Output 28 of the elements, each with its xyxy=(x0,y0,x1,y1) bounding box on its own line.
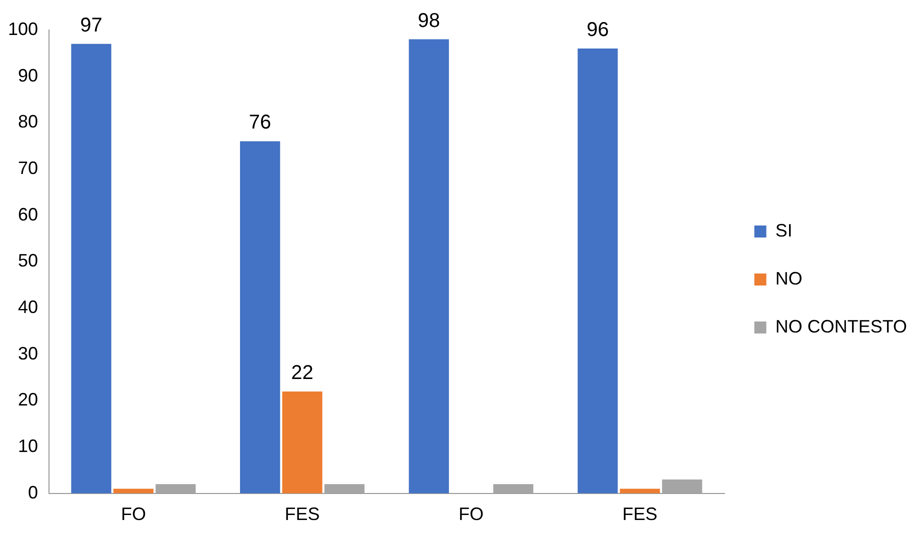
y-tick-label: 80 xyxy=(18,112,38,132)
x-tick-label: FO xyxy=(458,504,484,524)
legend-label: SI xyxy=(775,220,792,240)
bar xyxy=(578,48,618,494)
bar xyxy=(71,44,112,494)
y-tick-label: 10 xyxy=(18,436,38,456)
y-tick-label: 0 xyxy=(28,482,38,502)
bar xyxy=(408,39,449,494)
x-tick-label: FES xyxy=(284,504,320,524)
y-tick-label: 50 xyxy=(18,250,38,271)
bar xyxy=(240,141,280,494)
x-tick-label: FO xyxy=(120,504,146,524)
y-tick-label: 100 xyxy=(8,18,38,39)
y-tick-label: 60 xyxy=(18,204,38,224)
data-label: 97 xyxy=(80,14,102,36)
x-tick-label: FES xyxy=(622,504,658,524)
data-label: 96 xyxy=(586,19,609,42)
data-label: 22 xyxy=(291,362,314,384)
y-tick-label: 90 xyxy=(18,65,38,86)
data-label: 76 xyxy=(248,112,272,134)
y-tick-label: 70 xyxy=(18,158,38,178)
y-tick-label: 30 xyxy=(18,343,38,364)
y-tick-label: 20 xyxy=(18,390,38,410)
bar xyxy=(282,391,322,494)
data-label: 98 xyxy=(418,10,440,32)
legend-label: NO xyxy=(775,268,802,288)
legend-label: NO CONTESTO xyxy=(775,316,908,336)
y-tick-label: 40 xyxy=(18,297,38,318)
